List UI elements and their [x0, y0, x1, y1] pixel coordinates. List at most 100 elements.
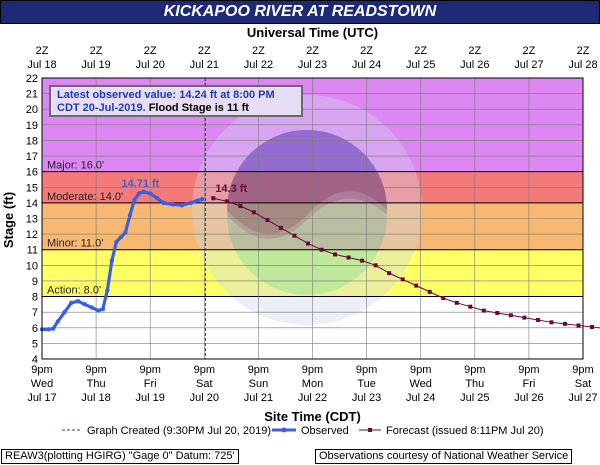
- latest-observation-box: Latest observed value: 14.24 ft at 8:00 …: [49, 85, 303, 117]
- forecast-point: [305, 241, 310, 246]
- top-tick-label-date: Jul 21: [190, 59, 219, 71]
- forecast-point: [333, 252, 338, 257]
- y-tick-label: 6: [32, 323, 38, 335]
- top-tick-label-date: Jul 20: [136, 59, 165, 71]
- observed-point: [96, 308, 101, 313]
- observed-point: [46, 327, 51, 332]
- forecast-point: [251, 210, 256, 215]
- x-tick-label-time: 9pm: [139, 364, 160, 376]
- forecast-point: [427, 289, 432, 294]
- observed-point: [148, 191, 153, 196]
- forecast-point: [576, 323, 581, 328]
- forecast-point: [224, 199, 229, 204]
- top-tick-label-time: 2Z: [360, 45, 373, 57]
- forecast-start-label: 14.3 ft: [215, 183, 247, 195]
- observed-point: [51, 326, 56, 331]
- observed-point: [170, 202, 175, 207]
- top-axis-title: Universal Time (UTC): [247, 25, 378, 40]
- latest-observation-line2: CDT 20-Jul-2019. Flood Stage is 11 ft: [57, 102, 295, 115]
- top-tick-label-time: 2Z: [144, 45, 157, 57]
- top-tick-label-date: Jul 19: [81, 59, 110, 71]
- forecast-point: [481, 308, 486, 313]
- top-tick-label-date: Jul 23: [298, 59, 327, 71]
- y-tick-label: 19: [26, 120, 38, 132]
- gauge-info-footer: REAW3(plotting HGIRG) "Gage 0" Datum: 72…: [1, 449, 239, 464]
- y-tick-label: 8: [32, 292, 38, 304]
- top-tick-label-time: 2Z: [414, 45, 427, 57]
- forecast-point: [373, 263, 378, 268]
- x-tick-label-day: Tue: [357, 378, 376, 390]
- x-tick-label-date: Jul 21: [244, 392, 273, 404]
- y-tick-label: 14: [26, 198, 38, 210]
- x-tick-label-date: Jul 17: [27, 392, 56, 404]
- observed-point: [188, 200, 193, 206]
- y-tick-label: 4: [32, 354, 38, 366]
- observed-point: [62, 309, 67, 315]
- observed-point: [132, 197, 137, 202]
- axes: 4 5 6 7 8 9 10 11 12 13 14 15 16 17 18 19 20 21 22 9pm Wed Ju…: [1, 25, 598, 424]
- observed-point: [82, 302, 88, 307]
- forecast-point: [562, 321, 567, 326]
- observed-point: [136, 191, 142, 196]
- y-tick-label: 10: [26, 260, 38, 272]
- forecast-point: [319, 247, 324, 252]
- x-tick-label-time: 9pm: [248, 364, 269, 376]
- observed-point: [105, 288, 110, 293]
- y-tick-label: 5: [32, 338, 38, 350]
- top-tick-label-date: Jul 27: [514, 59, 543, 71]
- y-tick-label: 16: [26, 167, 38, 179]
- forecast-point: [441, 296, 446, 301]
- observed-point: [114, 239, 119, 245]
- chart-title: KICKAPOO RIVER AT READSTOWN: [0, 0, 600, 24]
- legend-observed-marker: [281, 427, 287, 433]
- observed-point: [89, 305, 94, 310]
- forecast-point: [522, 315, 527, 320]
- forecast-point: [508, 313, 513, 318]
- y-tick-label: 15: [26, 182, 38, 194]
- x-tick-label-day: Wed: [409, 378, 431, 390]
- x-tick-label-day: Thu: [465, 378, 484, 390]
- x-tick-label-day: Mon: [302, 378, 323, 390]
- forecast-point: [414, 283, 419, 288]
- x-tick-label-date: Jul 19: [136, 392, 165, 404]
- observed-point: [109, 258, 115, 263]
- forecast-point: [454, 300, 459, 305]
- noaa-watermark: [192, 95, 422, 325]
- y-tick-label: 20: [26, 104, 38, 116]
- top-tick-label-date: Jul 26: [460, 59, 489, 71]
- x-tick-label-day: Wed: [31, 378, 53, 390]
- top-tick-label-time: 2Z: [468, 45, 481, 57]
- y-tick-label: 21: [26, 89, 38, 101]
- top-tick-label-time: 2Z: [198, 45, 211, 57]
- top-tick-label-date: Jul 18: [27, 59, 56, 71]
- top-tick-label-date: Jul 24: [352, 59, 381, 71]
- legend-forecast-label: Forecast (issued 8:11PM Jul 20): [386, 425, 544, 437]
- x-tick-label-day: Fri: [522, 378, 535, 390]
- observed-point: [199, 196, 205, 202]
- x-axis-title: Site Time (CDT): [264, 409, 361, 424]
- forecast-point: [387, 271, 392, 276]
- series-layer: 14.71 ft 14.3 ft: [39, 78, 600, 359]
- x-tick-label-date: Jul 25: [460, 392, 489, 404]
- y-tick-label: 22: [26, 73, 38, 85]
- x-tick-label-date: Jul 23: [352, 392, 381, 404]
- x-tick-label-time: 9pm: [31, 364, 52, 376]
- forecast-point: [535, 317, 540, 322]
- observed-point: [118, 235, 124, 240]
- band-label-action: Action: 8.0': [47, 285, 101, 297]
- x-tick-label-date: Jul 24: [406, 392, 435, 404]
- y-tick-label: 18: [26, 135, 38, 147]
- observed-point: [127, 213, 133, 218]
- x-tick-label-time: 9pm: [85, 364, 106, 376]
- observed-point: [154, 196, 160, 201]
- x-tick-label-day: Fri: [144, 378, 157, 390]
- observed-point: [161, 200, 166, 206]
- top-tick-label-time: 2Z: [306, 45, 319, 57]
- y-axis-title: Stage (ft): [1, 192, 16, 248]
- x-tick-label-date: Jul 18: [81, 392, 110, 404]
- top-tick-label-time: 2Z: [522, 45, 535, 57]
- y-tick-label: 7: [32, 307, 38, 319]
- top-tick-label-date: Jul 28: [568, 59, 597, 71]
- observed-point: [75, 299, 81, 304]
- top-tick-label-time: 2Z: [90, 45, 103, 57]
